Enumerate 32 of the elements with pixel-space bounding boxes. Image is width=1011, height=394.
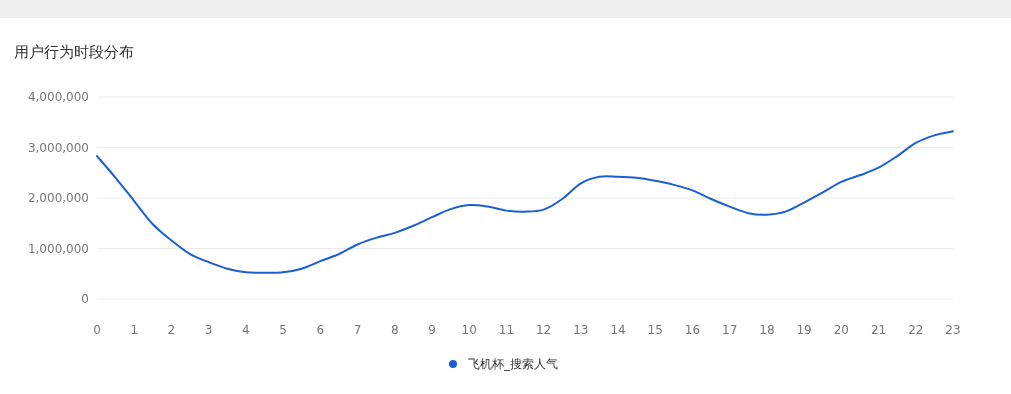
x-tick-label: 12 bbox=[535, 323, 552, 337]
x-tick-label: 17 bbox=[722, 323, 738, 337]
x-tick-label: 13 bbox=[573, 323, 589, 337]
x-tick-label: 20 bbox=[833, 323, 849, 337]
x-tick-label: 22 bbox=[908, 323, 924, 337]
x-tick-label: 10 bbox=[461, 323, 477, 337]
x-tick-label: 11 bbox=[498, 323, 515, 337]
x-tick-label: 2 bbox=[167, 323, 176, 337]
x-tick-label: 8 bbox=[390, 323, 399, 337]
y-tick-label: 2,000,000 bbox=[27, 191, 89, 205]
x-tick-label: 3 bbox=[204, 323, 213, 337]
x-tick-label: 7 bbox=[353, 323, 362, 337]
y-tick-label: 4,000,000 bbox=[27, 90, 89, 104]
y-tick-label: 3,000,000 bbox=[27, 140, 89, 155]
x-tick-label: 1 bbox=[130, 323, 139, 337]
x-tick-label: 4 bbox=[242, 323, 250, 337]
x-tick-label: 9 bbox=[428, 323, 436, 337]
legend-label: 飞机杯_搜索人气 bbox=[468, 357, 558, 371]
x-tick-label: 16 bbox=[684, 323, 701, 337]
x-tick-label: 0 bbox=[93, 323, 101, 337]
x-tick-label: 15 bbox=[647, 323, 663, 337]
x-tick-label: 18 bbox=[759, 323, 775, 337]
y-tick-label: 1,000,000 bbox=[27, 241, 89, 256]
chart-title: 用户行为时段分布 bbox=[14, 43, 134, 61]
x-tick-label: 6 bbox=[316, 323, 325, 337]
x-tick-label: 19 bbox=[796, 323, 812, 337]
line-series bbox=[96, 130, 954, 274]
x-tick-label: 21 bbox=[870, 323, 887, 337]
x-tick-label: 23 bbox=[945, 323, 961, 337]
x-tick-label: 14 bbox=[610, 323, 626, 337]
x-tick-label: 5 bbox=[279, 323, 287, 337]
y-tick-label: 0 bbox=[81, 292, 89, 306]
